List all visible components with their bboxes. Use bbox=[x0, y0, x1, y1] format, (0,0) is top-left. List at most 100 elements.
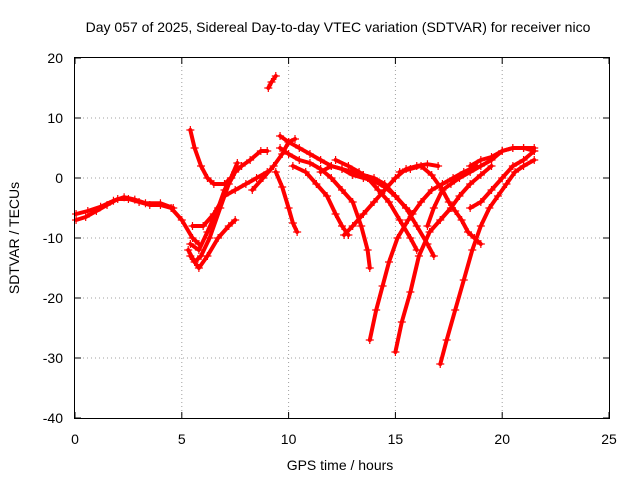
series-sat-o bbox=[331, 156, 421, 254]
x-tick-label: 20 bbox=[494, 431, 510, 447]
data-point bbox=[372, 306, 381, 314]
data-point bbox=[508, 162, 517, 170]
data-point bbox=[188, 234, 197, 242]
data-point bbox=[406, 234, 415, 242]
data-point bbox=[357, 222, 366, 230]
data-point bbox=[380, 186, 389, 194]
data-point bbox=[427, 171, 436, 179]
data-point bbox=[338, 222, 346, 230]
data-point bbox=[402, 204, 411, 212]
x-axis-ticks: 0 5 10 15 20 25 bbox=[71, 58, 617, 447]
data-point bbox=[203, 174, 212, 182]
series-line bbox=[188, 128, 233, 186]
data-point bbox=[406, 165, 415, 173]
data-point bbox=[194, 264, 203, 272]
data-point bbox=[237, 162, 246, 170]
y-tick-label: -40 bbox=[43, 410, 63, 426]
data-point bbox=[295, 156, 304, 164]
data-point bbox=[293, 228, 302, 236]
data-point bbox=[130, 195, 139, 204]
data-traces bbox=[72, 72, 539, 368]
data-point bbox=[316, 156, 325, 164]
data-point bbox=[271, 72, 280, 80]
data-point bbox=[284, 150, 293, 158]
data-point bbox=[476, 222, 485, 230]
x-tick-label: 10 bbox=[281, 431, 297, 447]
data-point bbox=[391, 174, 400, 182]
data-point bbox=[186, 252, 195, 260]
data-point bbox=[363, 246, 372, 254]
data-point bbox=[231, 186, 240, 194]
series-line bbox=[290, 164, 351, 237]
data-point bbox=[466, 180, 475, 188]
data-point bbox=[425, 228, 434, 236]
data-point bbox=[331, 210, 340, 218]
data-point bbox=[355, 168, 364, 176]
data-point bbox=[203, 228, 212, 236]
data-point bbox=[391, 192, 400, 200]
data-point bbox=[194, 246, 203, 254]
data-point bbox=[446, 180, 455, 188]
data-point bbox=[209, 210, 218, 218]
data-point bbox=[305, 159, 314, 167]
series-sat-b bbox=[72, 193, 178, 218]
data-point bbox=[493, 192, 502, 200]
data-point bbox=[327, 162, 336, 170]
data-point bbox=[442, 336, 451, 344]
data-point bbox=[267, 78, 276, 86]
data-point bbox=[327, 174, 336, 182]
y-axis-label: SDTVAR / TECUs bbox=[6, 182, 22, 294]
x-axis-label: GPS time / hours bbox=[287, 457, 394, 473]
data-point bbox=[278, 183, 287, 191]
data-point bbox=[393, 234, 402, 242]
data-point bbox=[519, 156, 528, 164]
x-tick-label: 15 bbox=[388, 431, 404, 447]
data-point bbox=[519, 144, 528, 152]
data-point bbox=[427, 186, 436, 194]
data-point bbox=[468, 246, 477, 254]
data-point bbox=[511, 168, 520, 176]
data-point bbox=[404, 216, 413, 224]
x-tick-label: 0 bbox=[71, 431, 79, 447]
data-point bbox=[120, 193, 129, 202]
data-point bbox=[359, 210, 368, 218]
data-point bbox=[417, 198, 426, 206]
data-point bbox=[344, 162, 353, 170]
data-point bbox=[263, 147, 272, 155]
series-sat-w bbox=[466, 144, 539, 170]
data-point bbox=[429, 204, 438, 212]
data-point bbox=[487, 186, 496, 194]
data-point bbox=[395, 216, 404, 224]
data-point bbox=[233, 159, 242, 167]
data-point bbox=[197, 162, 206, 170]
data-point bbox=[429, 252, 438, 260]
data-point bbox=[301, 168, 310, 176]
data-point bbox=[231, 216, 240, 224]
data-point bbox=[384, 258, 393, 266]
data-point bbox=[220, 180, 229, 188]
series-sat-m bbox=[288, 162, 353, 239]
data-point bbox=[498, 147, 507, 155]
data-point bbox=[214, 234, 223, 242]
data-point bbox=[348, 222, 357, 230]
y-tick-label: -30 bbox=[43, 350, 63, 366]
data-point bbox=[365, 264, 374, 272]
data-point bbox=[530, 156, 539, 164]
data-point bbox=[384, 198, 393, 206]
data-point bbox=[487, 153, 496, 161]
data-point bbox=[331, 156, 340, 164]
data-point bbox=[464, 228, 473, 236]
data-point bbox=[284, 204, 293, 212]
data-point bbox=[476, 198, 485, 206]
data-point bbox=[455, 192, 464, 200]
data-point bbox=[451, 207, 460, 215]
data-point bbox=[476, 156, 485, 164]
data-point bbox=[412, 222, 421, 230]
data-point bbox=[177, 216, 186, 224]
data-point bbox=[459, 276, 468, 284]
data-point bbox=[363, 174, 372, 182]
data-point bbox=[417, 162, 426, 170]
data-point bbox=[209, 180, 218, 188]
y-tick-label: 10 bbox=[47, 110, 63, 126]
data-point bbox=[485, 204, 494, 212]
